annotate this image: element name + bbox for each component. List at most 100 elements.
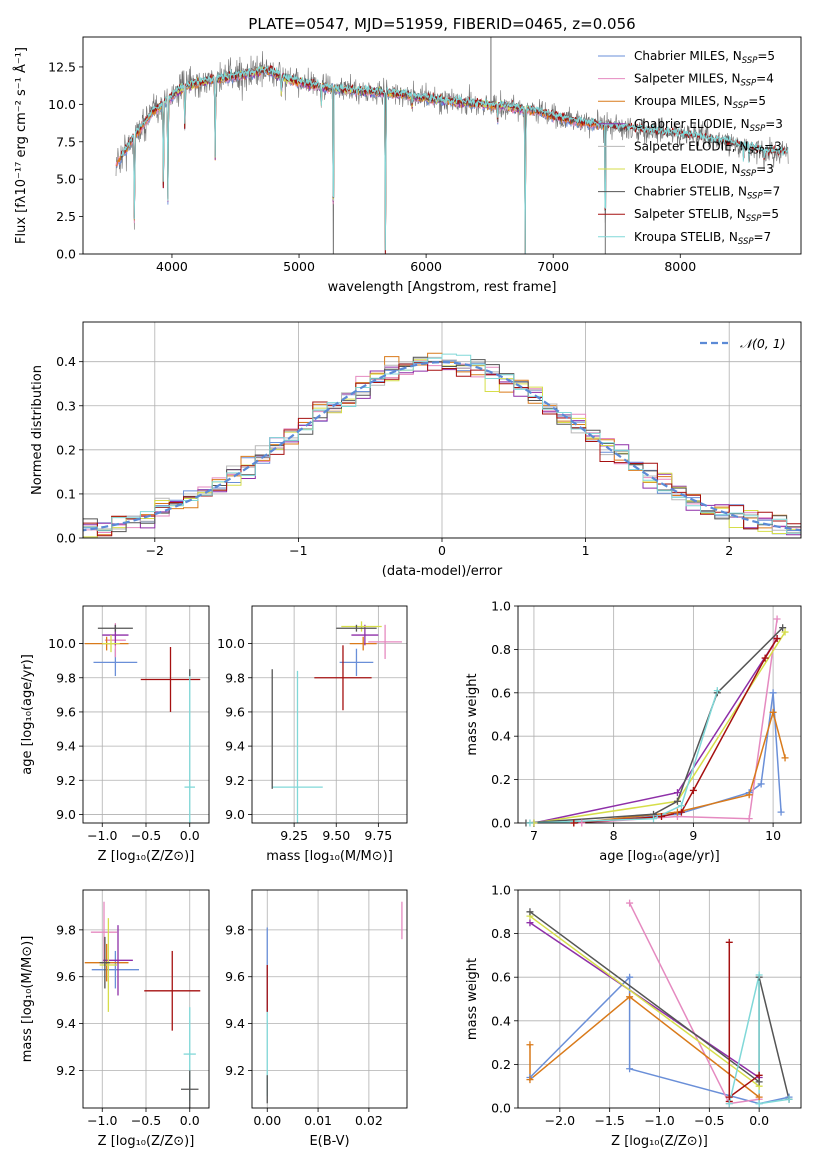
legend-entry: Chabrier MILES, NSSP=5 xyxy=(634,49,775,66)
y-tick-label: 10.0 xyxy=(48,636,76,651)
plot-area-mass_vs_ebv xyxy=(252,890,407,1108)
y-tick-label: 9.6 xyxy=(56,704,76,719)
y-tick-label: 0.0 xyxy=(56,531,76,546)
x-tick-label: 0.0 xyxy=(180,828,200,843)
y-tick-label: 9.2 xyxy=(225,773,245,788)
weight-marker xyxy=(779,624,787,632)
y-axis-label: mass [log₁₀(M/M⊙)] xyxy=(20,936,35,1063)
y-tick-label: 1.0 xyxy=(491,883,511,898)
x-tick-label: −1 xyxy=(289,543,307,558)
x-axis-label: age [log₁₀(age/yr)] xyxy=(599,849,720,864)
x-tick-label: −2.0 xyxy=(545,1113,575,1128)
weight-marker xyxy=(578,819,586,827)
plot-area-residuals xyxy=(83,322,801,538)
weight-marker xyxy=(769,689,777,697)
x-axis-label: Z [log₁₀(Z/Z⊙)] xyxy=(611,1134,708,1149)
y-tick-label: 0.0 xyxy=(56,247,76,262)
x-tick-label: 2 xyxy=(725,543,733,558)
figure-title: PLATE=0547, MJD=51959, FIBERID=0465, z=0… xyxy=(248,15,635,33)
weight-marker xyxy=(626,993,634,1001)
x-axis-label: wavelength [Angstrom, rest frame] xyxy=(328,280,557,295)
y-tick-label: 9.2 xyxy=(56,773,76,788)
spectrum-legend: Chabrier MILES, NSSP=5 Salpeter MILES, NS… xyxy=(598,49,783,247)
weight-marker xyxy=(777,808,785,816)
weight-line xyxy=(529,995,760,1098)
legend-entry: Salpeter MILES, NSSP=4 xyxy=(634,72,774,89)
x-tick-label: 0.0 xyxy=(180,1113,200,1128)
weight-marker xyxy=(526,908,534,916)
y-tick-label: 0.2 xyxy=(56,442,76,457)
axes-age_vs_mass: 9.25 9.50 9.75 9.0 9.2 9.4 9.6 9.8 10.0 mass [log… xyxy=(217,605,408,864)
y-tick-label: 9.2 xyxy=(225,1063,245,1078)
weight-marker xyxy=(689,786,697,794)
y-tick-label: 0.6 xyxy=(491,970,511,985)
weight-marker xyxy=(725,1093,733,1101)
y-tick-label: 9.4 xyxy=(56,739,76,754)
y-tick-label: 9.0 xyxy=(225,807,245,822)
plot-area-mass_vs_z xyxy=(83,890,209,1108)
weight-marker xyxy=(773,635,781,643)
y-tick-label: 9.6 xyxy=(225,704,245,719)
y-tick-label: 9.2 xyxy=(56,1063,76,1078)
x-axis-label: E(B-V) xyxy=(309,1134,349,1149)
weight-marker xyxy=(713,687,721,695)
y-axis-label: mass weight xyxy=(465,673,480,755)
weight-line xyxy=(529,922,760,1079)
x-tick-label: 7000 xyxy=(537,259,569,274)
x-tick-label: 0 xyxy=(438,543,446,558)
x-tick-label: −0.5 xyxy=(131,828,161,843)
plot-area-age_vs_z xyxy=(83,606,209,823)
weight-marker xyxy=(769,708,777,716)
axes-age_vs_z: −1.0 −0.5 0.0 9.0 9.2 9.4 9.6 9.8 10.0 Z [log₁₀(Z… xyxy=(20,605,210,864)
y-tick-label: 10.0 xyxy=(217,636,245,651)
y-tick-label: 9.0 xyxy=(56,807,76,822)
axes-frame xyxy=(82,605,210,824)
x-tick-label: 9.25 xyxy=(280,828,308,843)
y-tick-label: 0.3 xyxy=(56,398,76,413)
x-axis-label: (data-model)/error xyxy=(382,564,503,579)
axes-frame xyxy=(82,36,802,255)
axes-mass_weight_vs_age: 7 8 9 10 0.0 0.2 0.4 0.6 0.8 1.0 age [log₁₀(age/yr… xyxy=(465,599,802,864)
weight-marker xyxy=(755,1071,763,1079)
plot-area-mass_weight_vs_age xyxy=(518,606,801,823)
axes-spectrum: 4000 5000 6000 7000 8000 0.0 2.5 5.0 7.5 10.0 12.5… xyxy=(13,36,802,295)
weight-marker xyxy=(761,654,769,662)
x-tick-label: 4000 xyxy=(156,259,188,274)
x-tick-label: 9.50 xyxy=(322,828,350,843)
weight-marker xyxy=(626,1065,634,1073)
y-tick-label: 9.6 xyxy=(56,969,76,984)
weight-marker xyxy=(677,802,685,810)
legend-entry: 𝒩(0, 1) xyxy=(740,336,786,351)
weight-marker xyxy=(725,1100,733,1108)
axes-frame xyxy=(517,605,802,824)
y-tick-label: 9.8 xyxy=(56,670,76,685)
legend-entry: Kroupa MILES, NSSP=5 xyxy=(634,94,766,111)
weight-marker xyxy=(673,797,681,805)
x-tick-label: −1.0 xyxy=(644,1113,674,1128)
y-tick-label: 9.4 xyxy=(56,1016,76,1031)
y-tick-label: 7.5 xyxy=(56,134,76,149)
axes-frame xyxy=(82,321,802,539)
weight-marker xyxy=(673,789,681,797)
axes-frame xyxy=(251,889,408,1109)
y-tick-label: 5.0 xyxy=(56,172,76,187)
weight-marker xyxy=(755,1093,763,1101)
weight-line xyxy=(728,974,790,1105)
x-tick-label: 0.00 xyxy=(253,1113,281,1128)
weight-marker xyxy=(757,780,765,788)
axes-mass_vs_z: −1.0 −0.5 0.0 9.2 9.4 9.6 9.8 Z [log₁₀(Z/Z⊙)] ma… xyxy=(20,889,210,1149)
weight-marker xyxy=(677,808,685,816)
y-tick-label: 9.8 xyxy=(225,922,245,937)
weight-marker xyxy=(626,973,634,981)
y-tick-label: 9.4 xyxy=(225,1016,245,1031)
legend-entry: Kroupa STELIB, NSSP=7 xyxy=(634,230,771,247)
y-tick-label: 9.6 xyxy=(225,969,245,984)
weight-marker xyxy=(526,1076,534,1084)
y-axis-label: Flux [fλ10⁻¹⁷ erg cm⁻² s⁻¹ Å⁻¹] xyxy=(13,47,29,244)
y-tick-label: 0.2 xyxy=(491,772,511,787)
legend-entry: Kroupa ELODIE, NSSP=3 xyxy=(634,162,774,179)
chart-layer: 4000 5000 6000 7000 80000.02.55.07.510.012.5… xyxy=(13,36,802,1149)
axes-mass_weight_vs_z: −2.0 −1.5 −1.0 −0.5 0.0 0.0 0.2 0.4 0.6 0.8 1.0 Z [… xyxy=(465,883,802,1149)
x-tick-label: −1.5 xyxy=(594,1113,624,1128)
